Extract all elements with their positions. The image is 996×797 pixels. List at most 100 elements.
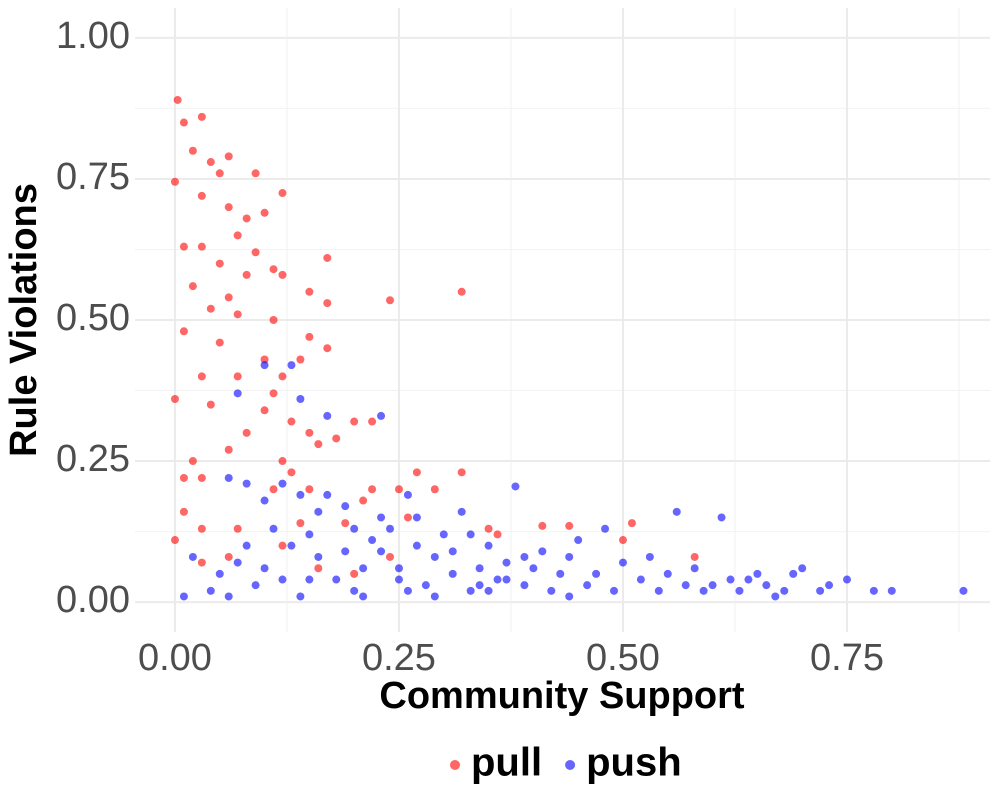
point: [242, 270, 251, 279]
point: [233, 310, 242, 319]
point: [368, 485, 377, 494]
point: [287, 541, 296, 550]
point: [233, 558, 242, 567]
point: [690, 552, 699, 561]
point: [233, 372, 242, 381]
point: [179, 118, 188, 127]
point: [959, 586, 968, 595]
point: [251, 169, 260, 178]
point: [663, 569, 672, 578]
point: [457, 468, 466, 477]
point: [430, 592, 439, 601]
point: [314, 440, 323, 449]
point: [484, 524, 493, 533]
point: [457, 287, 466, 296]
point: [583, 581, 592, 590]
point: [394, 564, 403, 573]
point: [618, 558, 627, 567]
point: [233, 231, 242, 240]
y-tick-label: 0.75: [56, 156, 130, 198]
point: [511, 482, 520, 491]
point: [170, 177, 179, 186]
point: [386, 296, 395, 305]
point: [179, 592, 188, 601]
point: [430, 485, 439, 494]
point: [197, 524, 206, 533]
point: [323, 411, 332, 420]
point: [493, 575, 502, 584]
point: [690, 564, 699, 573]
point: [242, 541, 251, 550]
point: [305, 287, 314, 296]
point: [412, 513, 421, 522]
point: [206, 586, 215, 595]
point: [842, 575, 851, 584]
point: [260, 208, 269, 217]
point: [269, 524, 278, 533]
point: [278, 270, 287, 279]
point: [206, 158, 215, 167]
point: [296, 592, 305, 601]
point: [278, 541, 287, 550]
point: [188, 457, 197, 466]
point: [269, 265, 278, 274]
point: [278, 479, 287, 488]
point: [179, 473, 188, 482]
point: [350, 417, 359, 426]
point: [386, 552, 395, 561]
point: [188, 552, 197, 561]
point: [206, 400, 215, 409]
point: [708, 581, 717, 590]
point: [672, 507, 681, 516]
point: [323, 299, 332, 308]
point: [305, 575, 314, 584]
point: [412, 541, 421, 550]
point: [260, 361, 269, 370]
point: [601, 524, 610, 533]
point: [789, 569, 798, 578]
point: [412, 468, 421, 477]
point: [394, 575, 403, 584]
point: [475, 564, 484, 573]
x-tick-label: 0.00: [138, 637, 212, 679]
point: [323, 344, 332, 353]
point: [618, 536, 627, 545]
point: [466, 586, 475, 595]
point: [197, 191, 206, 200]
point: [538, 547, 547, 556]
point: [717, 513, 726, 522]
point: [359, 496, 368, 505]
point: [368, 417, 377, 426]
point: [448, 547, 457, 556]
point: [206, 304, 215, 313]
point: [197, 242, 206, 251]
point: [887, 586, 896, 595]
x-tick-label: 0.75: [810, 637, 884, 679]
point: [484, 541, 493, 550]
point: [869, 586, 878, 595]
point: [197, 112, 206, 121]
point: [269, 389, 278, 398]
point: [269, 485, 278, 494]
point: [242, 428, 251, 437]
point: [278, 372, 287, 381]
point: [296, 519, 305, 528]
x-tick-label: 0.25: [362, 637, 436, 679]
point: [654, 586, 663, 595]
point: [368, 536, 377, 545]
legend-marker: [450, 760, 460, 770]
point: [556, 569, 565, 578]
point: [224, 203, 233, 212]
y-tick-label: 0.25: [56, 438, 130, 480]
point: [287, 361, 296, 370]
point: [762, 581, 771, 590]
point: [592, 569, 601, 578]
point: [296, 355, 305, 364]
point: [188, 146, 197, 155]
point: [403, 586, 412, 595]
point: [726, 575, 735, 584]
point: [305, 485, 314, 494]
point: [323, 490, 332, 499]
point: [224, 152, 233, 161]
